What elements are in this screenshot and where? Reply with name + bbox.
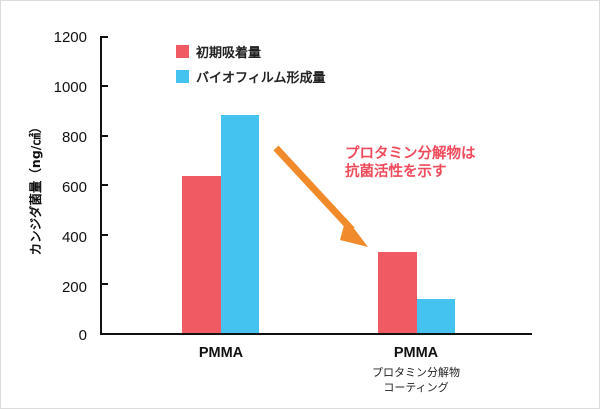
y-tick-1200: 1200	[54, 29, 87, 46]
y-tick-labels: 1200 1000 800 600 400 200 0	[54, 29, 87, 344]
annotation-line-1: プロタミン分解物は	[345, 144, 476, 162]
y-tick-600: 600	[62, 179, 87, 196]
category-label-pmma-coated: PMMA	[394, 345, 439, 361]
y-tick-200: 200	[62, 279, 87, 296]
legend-swatch-initial-adhesion	[176, 45, 189, 58]
axes	[100, 36, 532, 335]
bar-coated-biofilm	[417, 299, 455, 334]
annotation-text: プロタミン分解物は 抗菌活性を示す	[345, 144, 476, 180]
y-tick-0: 0	[79, 327, 87, 344]
bar-pmma-biofilm	[221, 115, 259, 334]
bar-pmma-initial-adhesion	[182, 176, 221, 334]
legend: 初期吸着量 バイオフィルム形成量	[176, 45, 325, 86]
x-category-labels: PMMA PMMA プロタミン分解物 コーティング	[199, 345, 460, 394]
arrow-head-icon	[340, 218, 368, 247]
legend-label-biofilm: バイオフィルム形成量	[196, 70, 325, 86]
legend-swatch-biofilm	[176, 70, 189, 83]
legend-label-initial-adhesion: 初期吸着量	[196, 45, 261, 61]
annotation-line-2: 抗菌活性を示す	[345, 162, 447, 180]
bars	[182, 115, 455, 334]
annotation-arrow	[273, 145, 368, 247]
category-label-pmma: PMMA	[199, 345, 244, 361]
category-sublabel-line-2: コーティング	[383, 380, 448, 394]
category-sublabel-line-1: プロタミン分解物	[372, 365, 460, 379]
y-tick-800: 800	[62, 129, 87, 146]
y-tick-1000: 1000	[54, 79, 87, 96]
y-axis-label: カンジダ菌量（ng/㎠）	[28, 121, 43, 256]
y-tick-400: 400	[62, 229, 87, 246]
bar-coated-initial-adhesion	[378, 252, 417, 334]
